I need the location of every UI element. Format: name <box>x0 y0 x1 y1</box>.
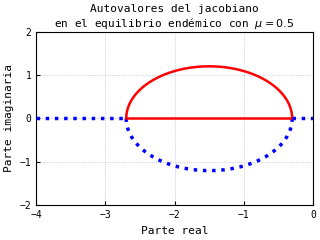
Title: Autovalores del jacobiano
en el equilibrio endémico con $\mu = 0.5$: Autovalores del jacobiano en el equilibr… <box>54 4 295 31</box>
X-axis label: Parte real: Parte real <box>141 226 208 236</box>
Y-axis label: Parte imaginaria: Parte imaginaria <box>4 65 14 173</box>
